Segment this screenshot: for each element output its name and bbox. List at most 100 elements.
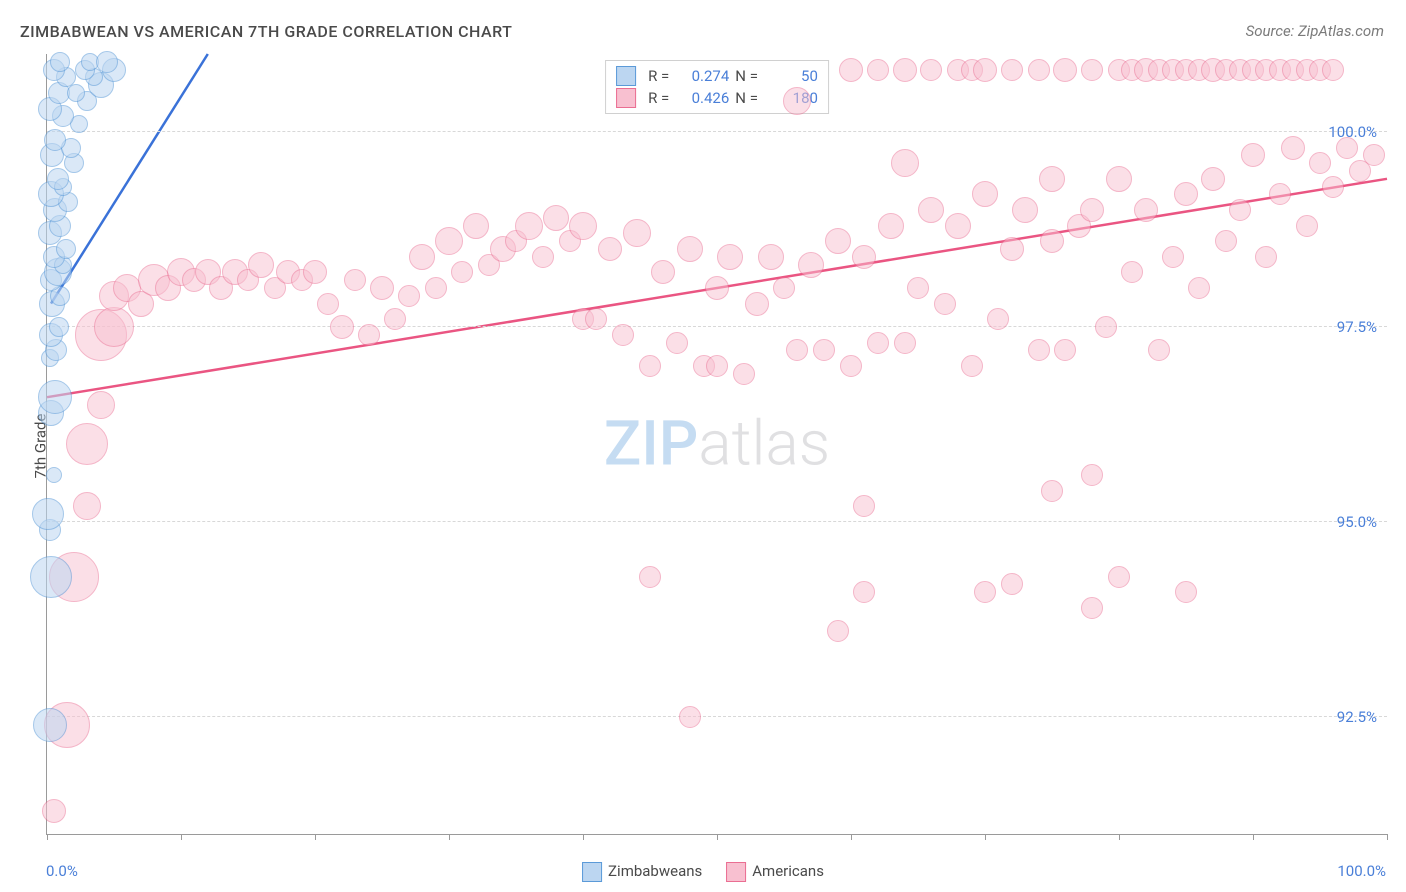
data-point xyxy=(1001,59,1023,81)
data-point xyxy=(1053,58,1077,82)
data-point xyxy=(1322,176,1344,198)
data-point xyxy=(867,332,889,354)
data-point xyxy=(907,277,929,299)
data-point xyxy=(451,261,473,283)
data-point xyxy=(852,245,876,269)
data-point xyxy=(94,307,134,347)
y-tick-label: 92.5% xyxy=(1337,708,1377,726)
data-point xyxy=(920,59,942,81)
data-point xyxy=(317,293,339,315)
chart-title: ZIMBABWEAN VS AMERICAN 7TH GRADE CORRELA… xyxy=(20,22,512,41)
chart-container: ZIMBABWEAN VS AMERICAN 7TH GRADE CORRELA… xyxy=(0,0,1406,892)
trend-lines-svg xyxy=(47,54,1387,834)
data-point xyxy=(639,355,661,377)
legend-label-zimbabweans: Zimbabweans xyxy=(608,862,702,880)
legend-label-n: N = xyxy=(735,89,758,107)
data-point xyxy=(409,244,435,270)
data-point xyxy=(623,219,651,247)
legend-label-r: R = xyxy=(648,89,669,107)
legend-n-zimbabweans: 50 xyxy=(764,67,818,85)
data-point xyxy=(758,244,784,270)
legend-label-r: R = xyxy=(648,67,669,85)
data-point xyxy=(49,317,69,337)
data-point xyxy=(1296,215,1318,237)
data-point xyxy=(1106,166,1132,192)
data-point xyxy=(344,269,366,291)
data-point xyxy=(38,380,72,414)
data-point xyxy=(1080,198,1104,222)
data-point xyxy=(33,708,67,742)
data-point xyxy=(987,308,1009,330)
data-point xyxy=(1174,182,1198,206)
data-point xyxy=(891,149,919,177)
data-point xyxy=(47,168,69,190)
data-point xyxy=(733,363,755,385)
data-point xyxy=(67,84,85,102)
legend-r-americans: 0.426 xyxy=(675,89,729,107)
data-point xyxy=(1148,339,1170,361)
data-point xyxy=(32,498,64,530)
data-point xyxy=(87,391,115,419)
data-point xyxy=(1081,59,1103,81)
data-point xyxy=(813,339,835,361)
data-point xyxy=(973,58,997,82)
data-point xyxy=(867,59,889,81)
x-tick xyxy=(583,834,584,840)
data-point xyxy=(1336,137,1358,159)
data-point xyxy=(893,58,917,82)
legend-r-zimbabweans: 0.274 xyxy=(675,67,729,85)
data-point xyxy=(705,276,729,300)
data-point xyxy=(651,260,675,284)
data-point xyxy=(42,799,66,823)
data-point xyxy=(786,339,808,361)
data-point xyxy=(878,213,904,239)
data-point xyxy=(96,51,118,73)
data-point xyxy=(918,197,944,223)
x-tick xyxy=(449,834,450,840)
data-point xyxy=(1241,143,1265,167)
data-point xyxy=(425,277,447,299)
x-tick xyxy=(181,834,182,840)
x-axis-min-label: 0.0% xyxy=(46,862,78,880)
data-point xyxy=(569,212,597,240)
swatch-zimbabweans xyxy=(582,862,602,882)
data-point xyxy=(1229,199,1251,221)
data-point xyxy=(839,58,863,82)
data-point xyxy=(706,355,728,377)
legend-label-n: N = xyxy=(735,67,758,85)
data-point xyxy=(1309,152,1331,174)
gridline xyxy=(47,521,1387,522)
data-point xyxy=(679,706,701,728)
data-point xyxy=(1363,144,1385,166)
data-point xyxy=(358,324,380,346)
gridline xyxy=(47,716,1387,717)
plot-area: ZIPatlas R = 0.274 N = 50 R = 0.426 N = … xyxy=(46,54,1387,835)
data-point xyxy=(543,205,569,231)
data-point xyxy=(840,355,862,377)
data-point xyxy=(1201,167,1225,191)
x-tick xyxy=(985,834,986,840)
data-point xyxy=(1028,59,1050,81)
data-point xyxy=(1108,566,1130,588)
data-point xyxy=(717,244,743,270)
gridline xyxy=(47,131,1387,132)
data-point xyxy=(1215,230,1237,252)
data-point xyxy=(46,467,62,483)
data-point xyxy=(1041,480,1063,502)
data-point xyxy=(463,213,489,239)
swatch-americans xyxy=(726,862,746,882)
legend-label-americans: Americans xyxy=(752,862,824,880)
data-point xyxy=(1322,59,1344,81)
x-tick xyxy=(315,834,316,840)
data-point xyxy=(798,252,824,278)
data-point xyxy=(532,246,554,268)
gridline xyxy=(47,326,1387,327)
data-point xyxy=(56,239,76,259)
data-point xyxy=(1039,166,1065,192)
data-point xyxy=(66,423,108,465)
data-point xyxy=(1188,277,1210,299)
data-point xyxy=(435,227,463,255)
data-point xyxy=(945,213,971,239)
y-tick-label: 97.5% xyxy=(1337,318,1377,336)
data-point xyxy=(1081,597,1103,619)
